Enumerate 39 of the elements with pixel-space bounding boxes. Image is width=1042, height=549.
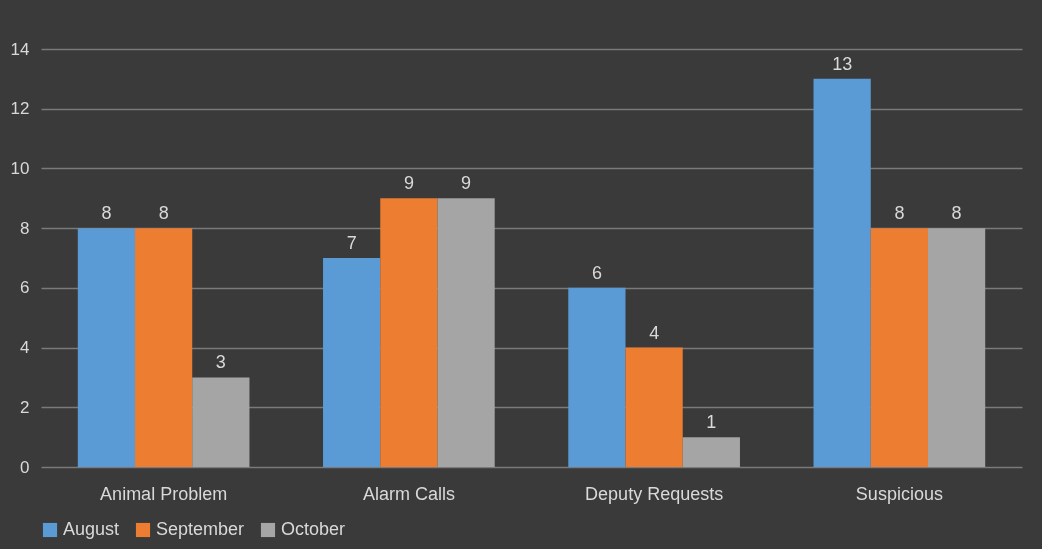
x-tick-label: Alarm Calls <box>362 483 455 504</box>
bar <box>192 377 250 467</box>
legend-label: October <box>281 519 346 539</box>
legend-label: August <box>63 519 120 539</box>
y-tick-label: 2 <box>20 397 30 417</box>
data-label: 8 <box>951 203 962 224</box>
y-tick-label: 12 <box>10 99 30 119</box>
x-tick-label: Deputy Requests <box>585 483 724 504</box>
y-tick-label: 14 <box>10 39 30 59</box>
bar <box>625 347 683 467</box>
data-label: 9 <box>461 173 472 194</box>
legend-label: September <box>156 519 245 539</box>
bar <box>682 437 740 467</box>
bar <box>870 228 928 467</box>
bar <box>813 78 871 467</box>
y-tick-label: 0 <box>20 457 30 477</box>
data-label: 6 <box>591 262 602 283</box>
y-tick-label: 8 <box>20 218 30 238</box>
y-tick-label: 10 <box>10 158 30 178</box>
data-label: 1 <box>706 412 717 433</box>
data-label: 8 <box>894 203 905 224</box>
bar <box>380 198 438 467</box>
bar <box>568 287 626 467</box>
data-label: 8 <box>158 203 169 224</box>
bar <box>437 198 495 467</box>
x-tick-label: Suspicious <box>855 483 943 504</box>
data-label: 9 <box>403 173 414 194</box>
data-label: 7 <box>346 233 357 253</box>
data-label: 13 <box>832 53 853 74</box>
data-label: 4 <box>649 322 660 343</box>
bar <box>927 228 986 467</box>
x-tick-label: Animal Problem <box>100 483 228 504</box>
data-label: 8 <box>101 203 112 224</box>
bar <box>323 258 381 467</box>
data-label: 3 <box>215 352 226 373</box>
bar <box>135 228 193 467</box>
y-tick-label: 4 <box>20 338 30 358</box>
y-tick-label: 6 <box>20 278 30 298</box>
bar <box>77 228 136 467</box>
